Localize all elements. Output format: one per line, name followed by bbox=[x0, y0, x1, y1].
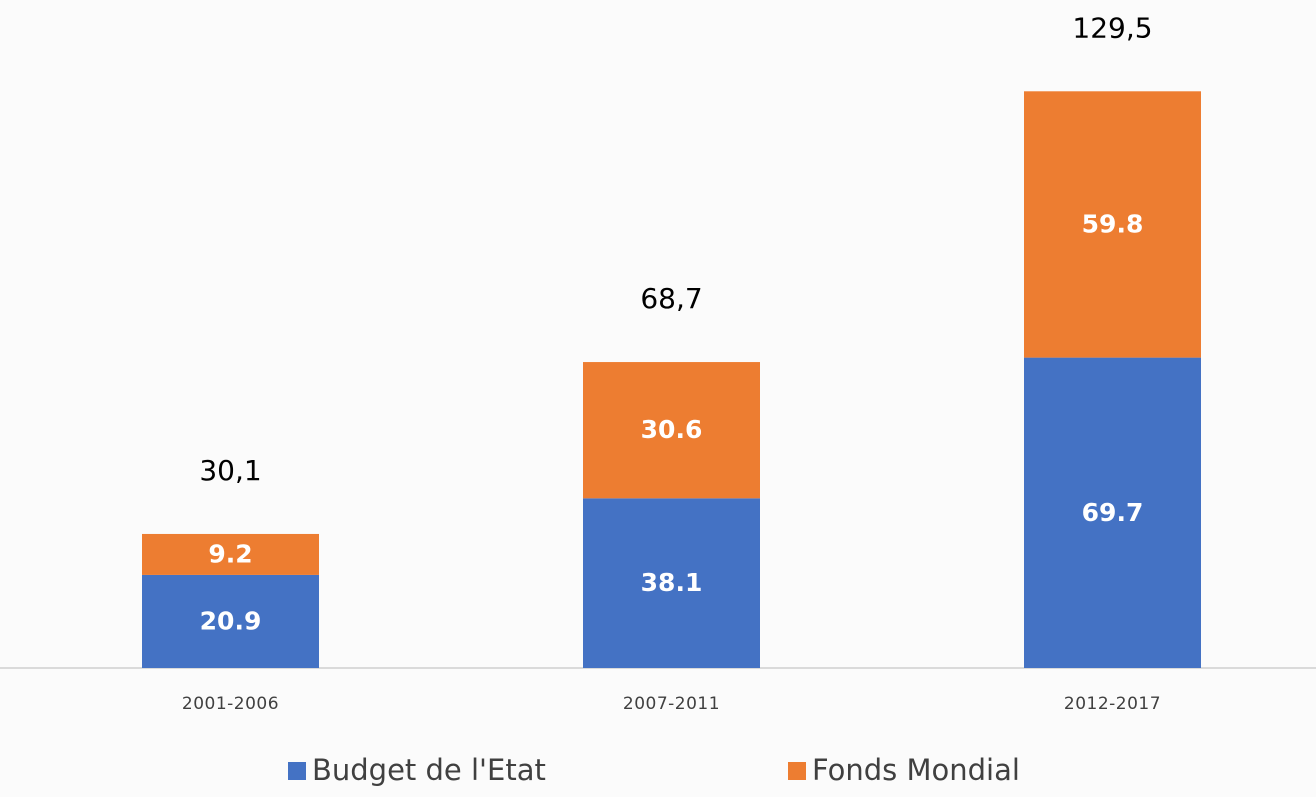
x-tick-label: 2007-2011 bbox=[623, 694, 720, 714]
total-label: 68,7 bbox=[640, 282, 702, 315]
x-tick-label: 2001-2006 bbox=[182, 694, 279, 714]
bar-segment bbox=[583, 498, 760, 668]
legend-swatch bbox=[288, 762, 306, 780]
bar-segment bbox=[142, 574, 319, 668]
legend-label: Fonds Mondial bbox=[812, 753, 1020, 787]
segment-label: 9.2 bbox=[208, 539, 252, 568]
legend-swatch bbox=[788, 762, 806, 780]
legend-label: Budget de l'Etat bbox=[312, 753, 546, 787]
bar-segment bbox=[1024, 357, 1201, 668]
bar-segment bbox=[142, 533, 319, 575]
bar-segment bbox=[583, 362, 760, 499]
total-label: 129,5 bbox=[1072, 11, 1152, 44]
segment-label: 20.9 bbox=[200, 606, 262, 635]
total-label: 30,1 bbox=[199, 454, 261, 487]
bar-segment bbox=[1024, 91, 1201, 358]
segment-label: 30.6 bbox=[641, 415, 703, 444]
segment-label: 38.1 bbox=[641, 568, 703, 597]
segment-label: 59.8 bbox=[1082, 209, 1144, 238]
segment-label: 69.7 bbox=[1082, 498, 1144, 527]
x-tick-label: 2012-2017 bbox=[1064, 694, 1161, 714]
